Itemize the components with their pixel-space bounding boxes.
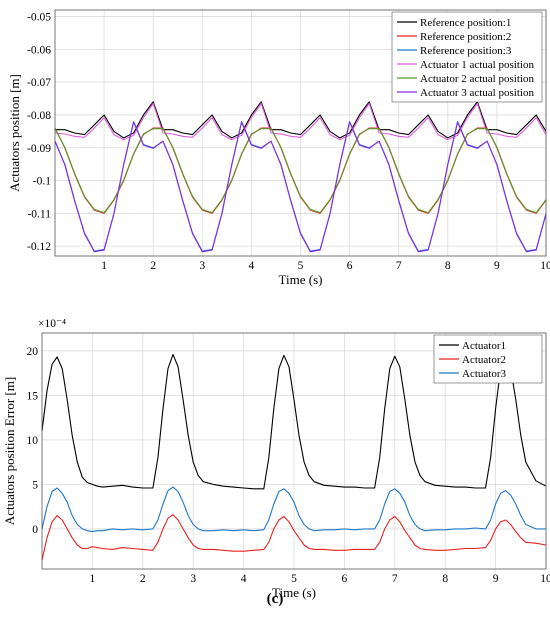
- x-tick-label: 3: [190, 573, 196, 585]
- series-line-3: [41, 486, 546, 533]
- y-scale-exponent: ×10⁻⁴: [38, 318, 66, 330]
- series-line-5: [54, 128, 547, 214]
- x-tick-label: 5: [298, 260, 304, 272]
- legend-label: Actuator1: [462, 340, 506, 352]
- x-tick-label: 4: [249, 260, 255, 272]
- legend-label: Actuator 1 actual position: [420, 59, 534, 71]
- x-tick-label: 7: [392, 573, 398, 585]
- y-tick-label: -0.11: [27, 208, 51, 220]
- y-tick-label: 0: [32, 524, 38, 536]
- legend-label: Actuator2: [462, 354, 506, 366]
- y-axis-label: Actuators position [m]: [7, 74, 22, 192]
- y-tick-label: -0.05: [27, 12, 51, 24]
- y-tick-label: 5: [32, 479, 38, 491]
- x-tick-label: 9: [494, 260, 500, 272]
- x-tick-label: 1: [101, 260, 107, 272]
- legend-label: Reference position:3: [420, 45, 512, 57]
- x-tick-label: 6: [342, 573, 348, 585]
- chart-top: 1 2 3 4 5 6 7 8 9 10 -0.05 -0.06 -0.07 -0.08 -0.09 -0.1…: [7, 9, 550, 287]
- legend-label: Actuator 2 actual position: [420, 73, 534, 85]
- y-tick-label: -0.06: [27, 44, 51, 56]
- plot-frame: [41, 332, 547, 570]
- series-line-1: [41, 353, 547, 490]
- x-tick-label: 1: [90, 573, 96, 585]
- x-tick-label: 2: [140, 573, 146, 585]
- legend-label: Reference position:2: [420, 31, 511, 43]
- x-tick-label: 2: [150, 260, 156, 272]
- y-tick-label: -0.1: [33, 176, 51, 188]
- x-tick-label: 7: [396, 260, 402, 272]
- chart-bottom: 1 2 3 4 5 6 7 8 9 10 20 15 10 5 0 Time (s) Actuators pos…: [2, 318, 550, 600]
- y-tick-label: -0.12: [27, 241, 51, 253]
- y-tick-label: 20: [27, 346, 39, 358]
- x-tick-label: 5: [291, 573, 297, 585]
- legend: Actuator1 Actuator2 Actuator3: [433, 334, 543, 384]
- plot-frame: [54, 9, 547, 257]
- legend-box: [391, 11, 543, 103]
- series-line-1: [55, 101, 547, 139]
- x-tick-label: 6: [347, 260, 353, 272]
- x-tick-label: 10: [540, 260, 550, 272]
- legend: Reference position:1 Reference position:2…: [391, 11, 543, 103]
- series-line-6: [54, 121, 547, 253]
- x-axis-label: Time (s): [272, 585, 316, 600]
- x-tick-label: 8: [445, 260, 451, 272]
- x-tick-label: 3: [199, 260, 205, 272]
- y-tick-label: -0.07: [27, 77, 51, 89]
- y-tick-label: -0.08: [27, 110, 51, 122]
- x-tick-label: 8: [442, 573, 448, 585]
- legend-label: Actuator 3 actual position: [420, 87, 534, 99]
- x-tick-label: 9: [493, 573, 499, 585]
- x-tick-label: 4: [241, 573, 247, 585]
- y-tick-label: -0.09: [27, 143, 51, 155]
- series-line-2: [41, 514, 547, 561]
- figure-caption: (c): [266, 591, 284, 607]
- x-tick-label: 10: [540, 573, 550, 585]
- legend-label: Reference position:1: [420, 17, 511, 29]
- y-tick-label: 10: [27, 435, 39, 447]
- y-tick-label: 15: [27, 390, 39, 402]
- x-axis-label: Time (s): [279, 272, 323, 287]
- y-axis-label: Actuators position Error [m]: [2, 377, 17, 525]
- legend-label: Actuator3: [462, 368, 506, 380]
